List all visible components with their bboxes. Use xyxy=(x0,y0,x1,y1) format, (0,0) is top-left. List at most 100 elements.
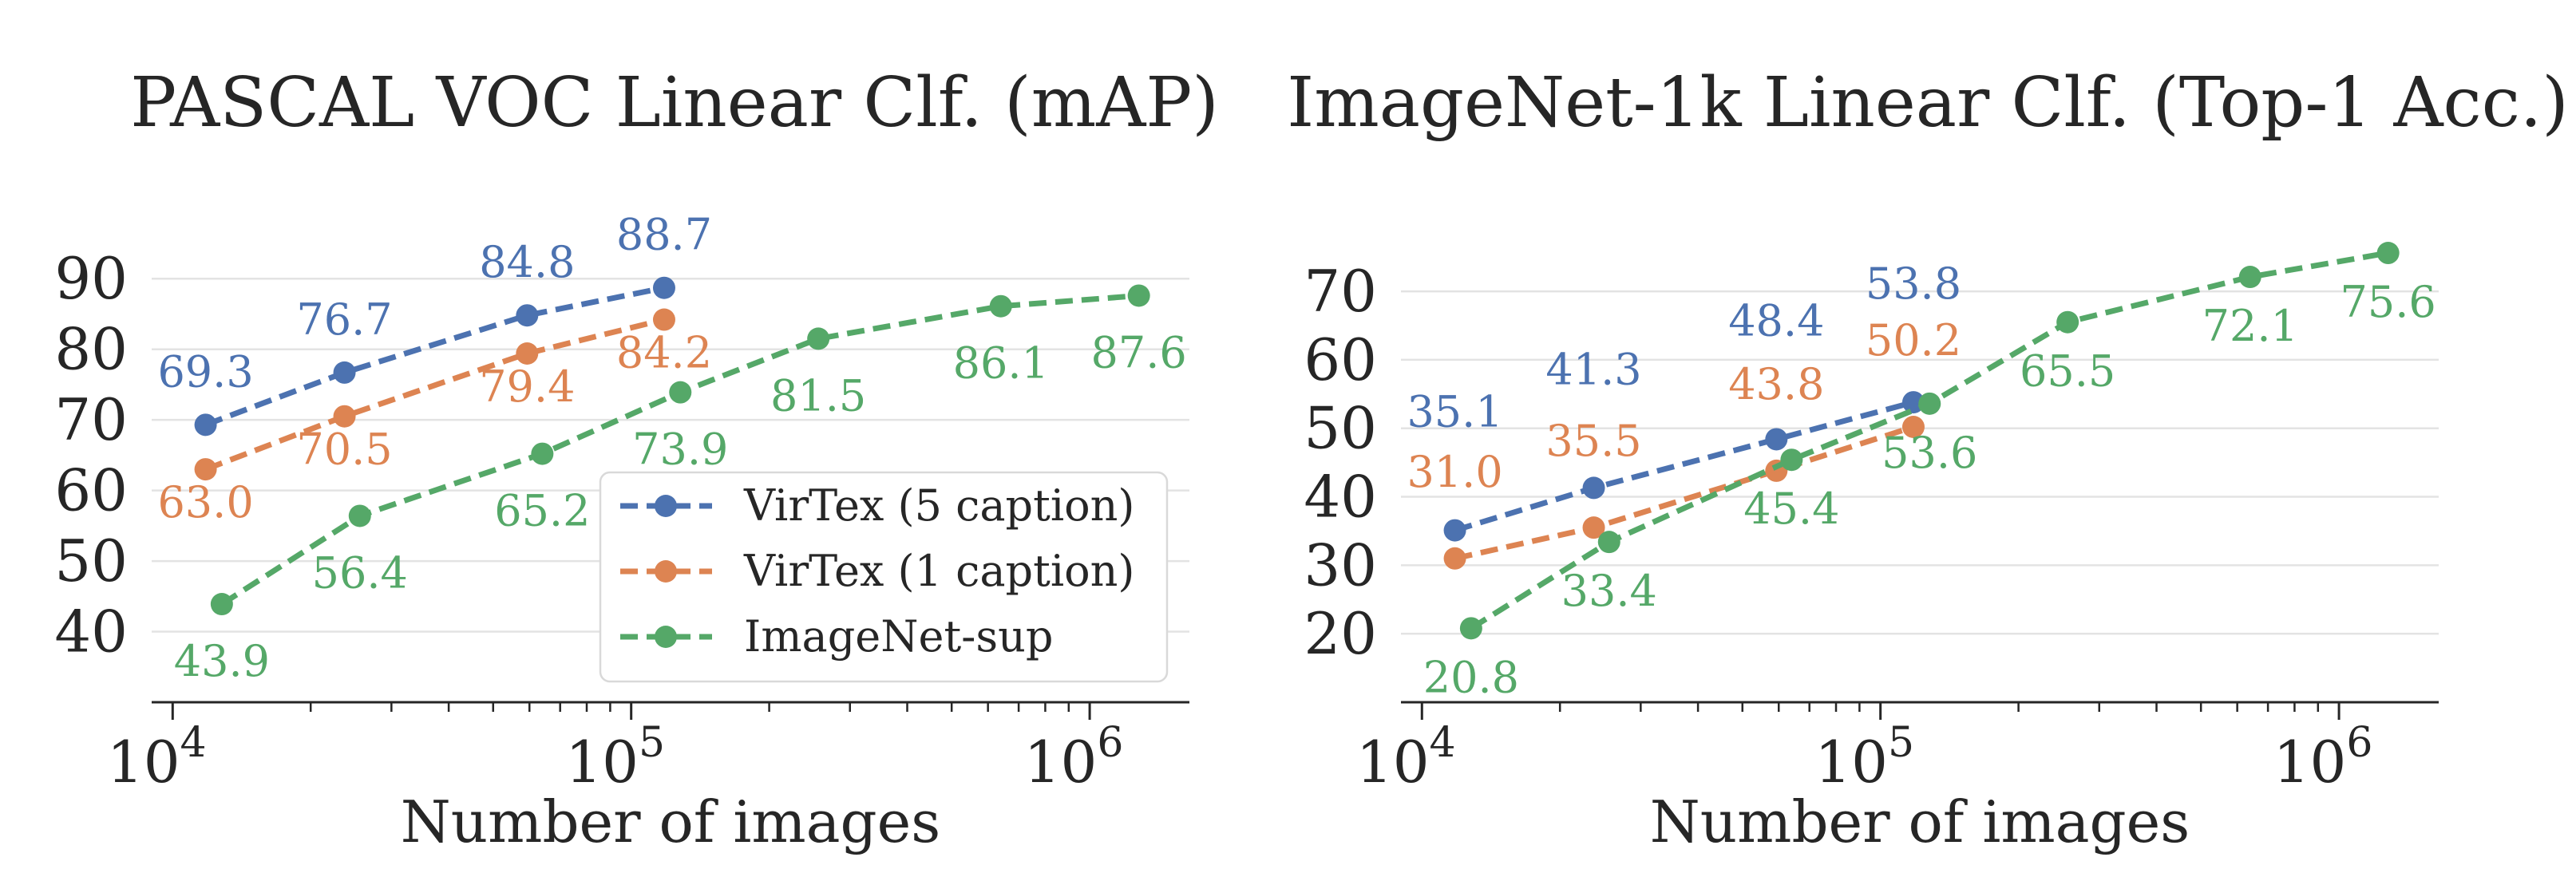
y-tick-label: 20 xyxy=(1304,600,1377,667)
data-label: 73.9 xyxy=(632,425,728,475)
data-point xyxy=(807,327,830,350)
data-label: 31.0 xyxy=(1407,447,1502,497)
y-tick-label: 40 xyxy=(54,598,128,666)
data-point xyxy=(333,361,356,384)
data-label: 48.4 xyxy=(1728,295,1824,346)
data-point xyxy=(1443,547,1466,570)
legend: VirTex (5 caption) VirTex (1 caption) Imag… xyxy=(599,471,1169,683)
series-line xyxy=(1454,424,1915,562)
data-point xyxy=(210,593,233,616)
data-label: 63.0 xyxy=(157,477,253,527)
data-point xyxy=(333,405,356,428)
data-point xyxy=(1582,476,1605,500)
data-point xyxy=(1443,519,1466,542)
data-label: 86.1 xyxy=(953,338,1049,389)
y-tick-label: 70 xyxy=(1304,258,1377,325)
chart-panel-1: PASCAL VOC Linear Clf. (mAP) 405060708090… xyxy=(54,63,1218,855)
chart-title: PASCAL VOC Linear Clf. (mAP) xyxy=(130,63,1219,143)
y-tick-label: 60 xyxy=(54,457,128,524)
data-label: 65.2 xyxy=(494,486,590,536)
data-label: 41.3 xyxy=(1545,344,1641,394)
x-tick-label: 104 xyxy=(107,719,207,796)
legend-marker xyxy=(655,560,677,583)
y-tick-label: 30 xyxy=(1304,531,1377,598)
x-tick-exponent: 6 xyxy=(1097,719,1123,767)
series-2: 63.0 70.5 79.4 84.2 xyxy=(157,308,712,527)
series-3: 43.9 56.4 65.2 73.9 81.5 86.1 87.6 xyxy=(174,284,1187,686)
data-label: 88.7 xyxy=(616,210,712,260)
data-point xyxy=(989,294,1012,318)
y-tick-label: 50 xyxy=(54,527,128,595)
legend-box xyxy=(599,471,1169,683)
x-tick-label: 104 xyxy=(1356,719,1456,796)
data-label: 70.5 xyxy=(296,425,392,475)
x-tick-label: 105 xyxy=(565,719,665,796)
series-line xyxy=(1454,399,1914,533)
data-label: 33.4 xyxy=(1561,566,1657,616)
data-label: 20.8 xyxy=(1423,652,1519,702)
data-label: 35.5 xyxy=(1545,416,1641,466)
legend-label: VirTex (1 caption) xyxy=(743,546,1134,596)
x-tick-base: 10 xyxy=(2273,729,2347,796)
x-tick-base: 10 xyxy=(1024,729,1098,796)
x-tick-exponent: 5 xyxy=(639,719,665,767)
data-label: 76.7 xyxy=(296,294,392,345)
data-label: 79.4 xyxy=(479,361,575,412)
data-point xyxy=(348,504,371,527)
y-tick-label: 50 xyxy=(1304,395,1377,462)
data-point xyxy=(2376,242,2400,265)
data-label: 72.1 xyxy=(2202,301,2298,351)
x-tick-base: 10 xyxy=(1356,729,1430,796)
chart-panel-2: ImageNet-1k Linear Clf. (Top-1 Acc.) 2030… xyxy=(1287,63,2569,855)
data-point xyxy=(1765,428,1788,451)
data-point xyxy=(194,413,217,436)
data-point xyxy=(652,308,675,331)
y-tick-label: 40 xyxy=(1304,464,1377,531)
data-point xyxy=(1582,516,1605,539)
legend-marker xyxy=(655,626,677,648)
x-tick-base: 10 xyxy=(107,729,180,796)
x-tick-label: 105 xyxy=(1814,719,1914,796)
x-tick-base: 10 xyxy=(565,729,639,796)
data-label: 35.1 xyxy=(1407,387,1502,437)
data-point xyxy=(1918,392,1941,415)
data-label: 45.4 xyxy=(1743,484,1839,534)
x-tick-label: 106 xyxy=(1024,719,1124,796)
data-point xyxy=(1901,416,1925,438)
series-1: 69.3 76.7 84.8 88.7 xyxy=(157,210,712,436)
series-line xyxy=(204,317,665,472)
data-point xyxy=(652,276,675,299)
data-label: 43.9 xyxy=(174,636,270,686)
data-point xyxy=(1901,391,1925,414)
series-line xyxy=(204,285,665,428)
data-point xyxy=(531,442,554,465)
x-tick-label: 106 xyxy=(2273,719,2373,796)
x-axis-label: Number of images xyxy=(1650,788,2190,855)
data-point xyxy=(1127,284,1150,307)
x-tick-exponent: 4 xyxy=(180,719,207,767)
x-tick-exponent: 4 xyxy=(1430,719,1456,767)
series-3: 20.8 33.4 45.4 53.6 65.5 72.1 75.6 xyxy=(1423,242,2436,702)
data-point xyxy=(2238,266,2261,289)
data-label: 69.3 xyxy=(157,346,253,397)
data-point xyxy=(2056,310,2079,334)
data-point xyxy=(1780,448,1803,472)
series-2: 31.0 35.5 43.8 50.2 xyxy=(1407,315,1961,570)
chart-title: ImageNet-1k Linear Clf. (Top-1 Acc.) xyxy=(1287,63,2569,143)
data-point xyxy=(669,381,692,404)
data-label: 43.8 xyxy=(1728,359,1824,409)
data-label: 53.8 xyxy=(1866,259,1961,309)
x-tick-base: 10 xyxy=(1814,729,1888,796)
data-label: 87.6 xyxy=(1091,327,1187,377)
data-label: 75.6 xyxy=(2341,277,2436,327)
x-tick-exponent: 6 xyxy=(2346,719,2372,767)
y-tick-label: 60 xyxy=(1304,326,1377,393)
data-point xyxy=(516,342,539,365)
y-tick-label: 80 xyxy=(54,316,128,383)
data-label: 56.4 xyxy=(312,547,408,598)
series-1: 35.1 41.3 48.4 53.8 xyxy=(1407,259,1961,542)
data-point xyxy=(1459,617,1482,640)
x-tick-exponent: 5 xyxy=(1888,719,1914,767)
data-label: 81.5 xyxy=(770,370,866,421)
